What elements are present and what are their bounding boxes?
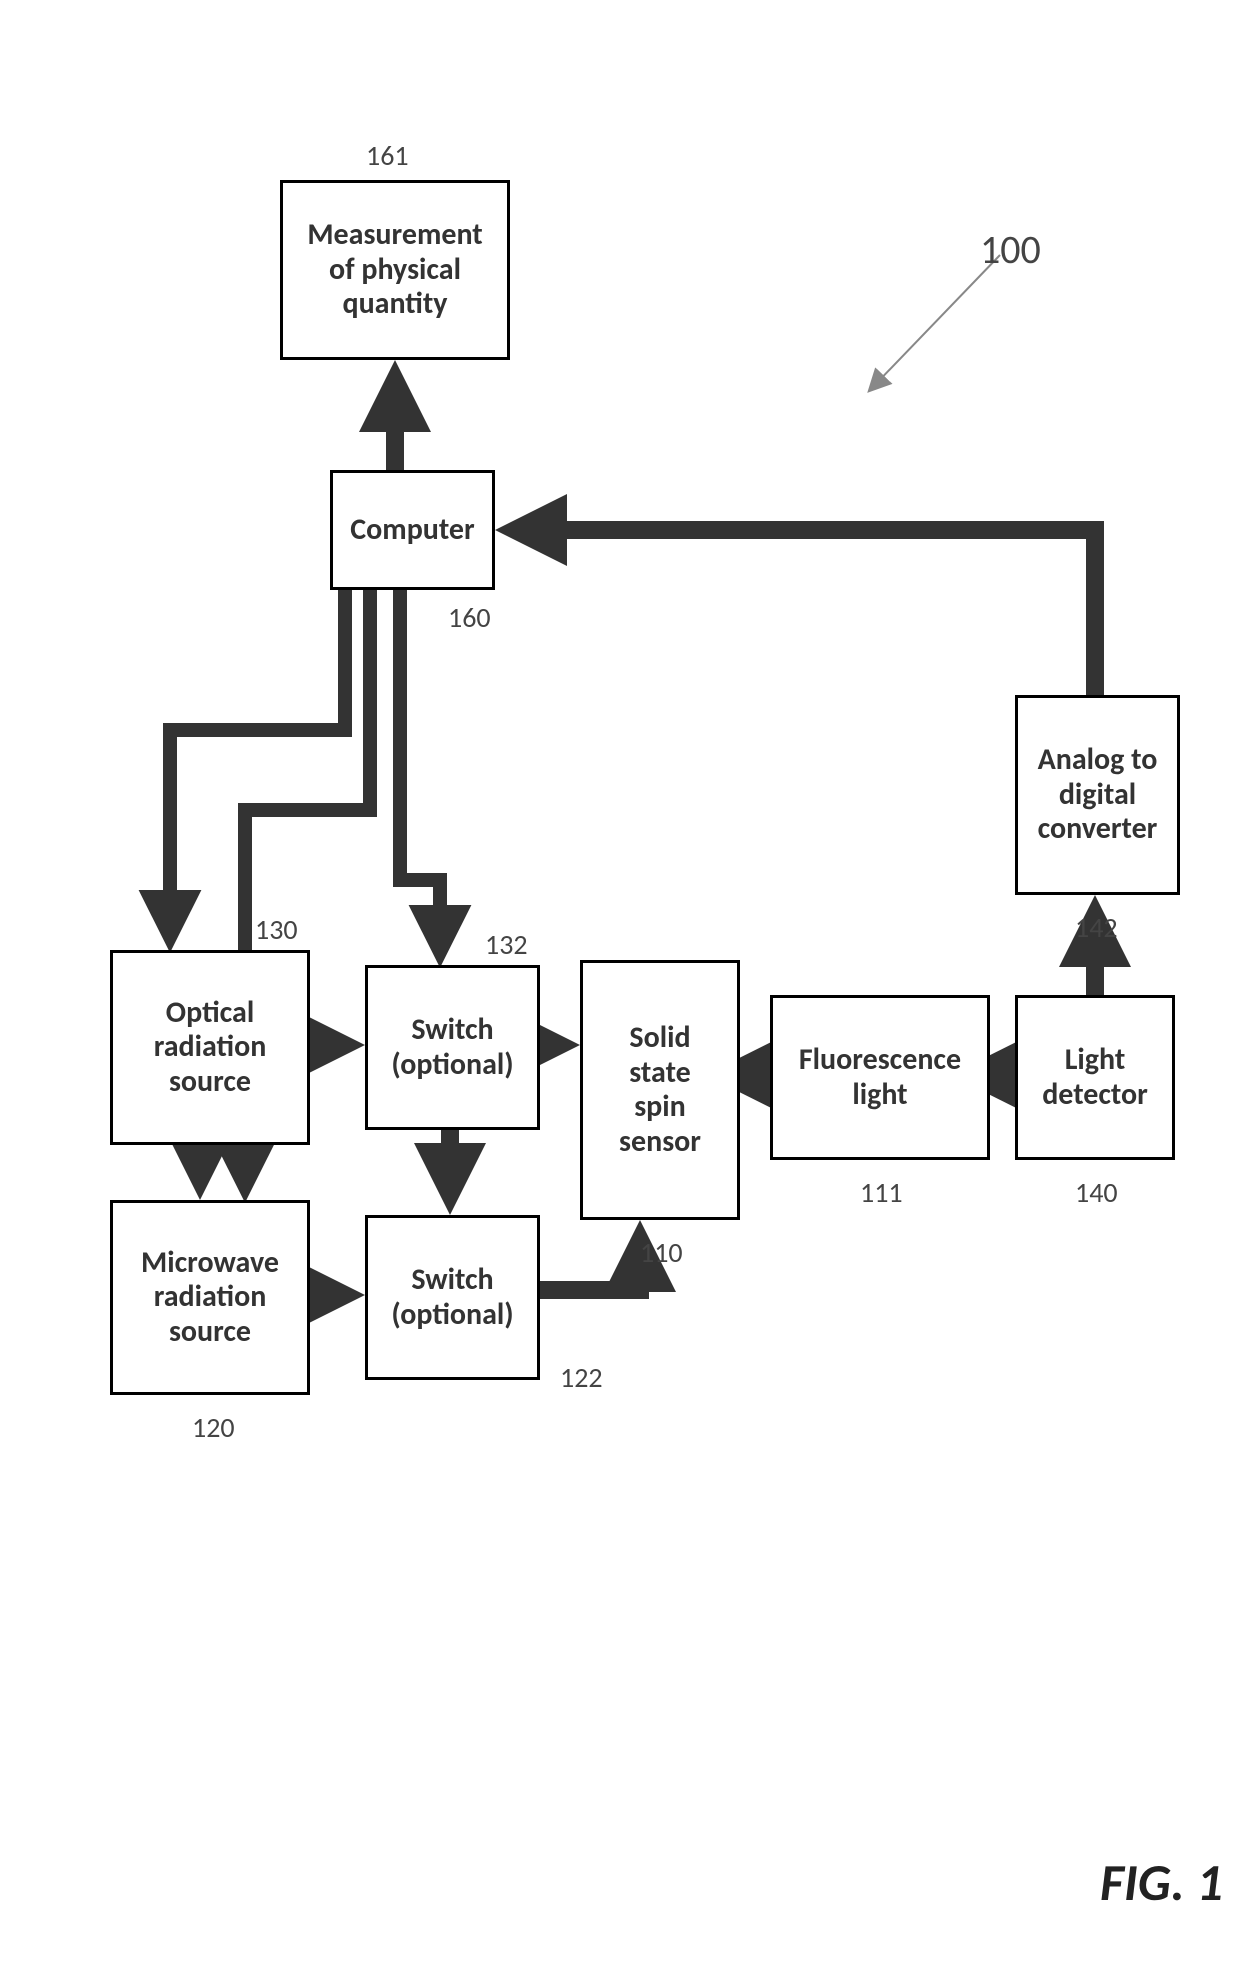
fluorescence-light-box: Fluorescencelight: [770, 995, 990, 1160]
ref-132: 132: [485, 927, 528, 962]
solid-state-spin-sensor-box: Solidstatespinsensor: [580, 960, 740, 1220]
computer-label: Computer: [350, 513, 474, 548]
ref-120: 120: [192, 1410, 235, 1445]
ref-161: 161: [366, 138, 409, 173]
edge-adc-to-computer: [527, 530, 1095, 695]
system-pointer-arrow: [870, 255, 1000, 390]
ref-111: 111: [860, 1175, 903, 1210]
ref-160: 160: [448, 600, 491, 635]
microwave-source-label: Microwaveradiationsource: [141, 1246, 279, 1350]
computer-box: Computer: [330, 470, 495, 590]
ref-122: 122: [560, 1360, 603, 1395]
adc-box: Analog todigitalconverter: [1015, 695, 1180, 895]
light-detector-label: Lightdetector: [1042, 1043, 1148, 1112]
measurement-box: Measurementof physicalquantity: [280, 180, 510, 360]
optical-source-label: Opticalradiationsource: [154, 996, 267, 1100]
ref-110: 110: [640, 1235, 683, 1270]
switch-optical-box: Switch(optional): [365, 965, 540, 1130]
optical-radiation-source-box: Opticalradiationsource: [110, 950, 310, 1145]
ref-130: 130: [255, 912, 298, 947]
switch1-label: Switch(optional): [391, 1013, 513, 1082]
figure-caption: FIG. 1: [1100, 1850, 1223, 1914]
ref-142: 142: [1075, 910, 1118, 945]
edge-computer-to-optical_src: [170, 590, 345, 925]
ref-100: 100: [980, 225, 1041, 274]
adc-label: Analog todigitalconverter: [1038, 743, 1158, 847]
spin-sensor-label: Solidstatespinsensor: [619, 1021, 701, 1159]
fluorescence-label: Fluorescencelight: [799, 1043, 961, 1112]
microwave-radiation-source-box: Microwaveradiationsource: [110, 1200, 310, 1395]
edge-computer-to-switch1: [400, 590, 440, 940]
switch2-label: Switch(optional): [391, 1263, 513, 1332]
switch-microwave-box: Switch(optional): [365, 1215, 540, 1380]
light-detector-box: Lightdetector: [1015, 995, 1175, 1160]
diagram-stage: Measurementof physicalquantity Computer …: [0, 0, 1240, 1962]
edge-switch2-to-spin_sensor_b: [540, 1252, 640, 1290]
ref-140: 140: [1075, 1175, 1118, 1210]
measurement-label: Measurementof physicalquantity: [307, 218, 482, 322]
